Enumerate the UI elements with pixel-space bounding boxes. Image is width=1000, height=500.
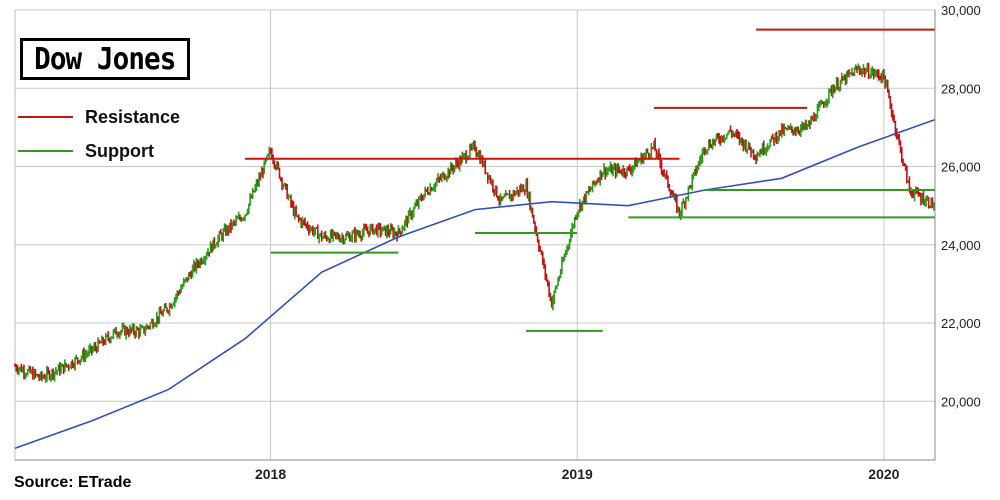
y-tick-label: 26,000 xyxy=(941,160,981,175)
y-tick-label: 24,000 xyxy=(941,238,981,253)
moving-average-series xyxy=(14,118,936,450)
y-tick-label: 28,000 xyxy=(941,81,981,96)
legend-label-resistance: Resistance xyxy=(85,106,181,127)
y-tick-label: 20,000 xyxy=(941,394,981,409)
moving-average-line xyxy=(14,118,936,450)
source-note: Source: ETrade xyxy=(14,474,132,491)
axes: 20,000 22,000 24,000 26,000 28,000 30,000 2018… xyxy=(15,3,981,482)
resistance-swatch xyxy=(18,116,73,118)
legend-label-support: Support xyxy=(85,140,154,161)
support-swatch xyxy=(18,150,73,152)
legend-item-resistance: Resistance xyxy=(18,100,180,134)
x-tick-label: 2019 xyxy=(562,466,593,482)
reference-lines xyxy=(245,28,935,332)
x-tick-label: 2018 xyxy=(255,466,286,482)
legend-item-support: Support xyxy=(18,134,180,168)
title-badge: Dow Jones xyxy=(20,38,190,80)
y-tick-label: 22,000 xyxy=(941,316,981,331)
legend: Resistance Support xyxy=(18,100,180,168)
chart-title: Dow Jones xyxy=(34,41,176,77)
y-tick-label: 30,000 xyxy=(941,3,981,18)
price-series xyxy=(14,62,935,383)
x-tick-label: 2020 xyxy=(868,466,899,482)
